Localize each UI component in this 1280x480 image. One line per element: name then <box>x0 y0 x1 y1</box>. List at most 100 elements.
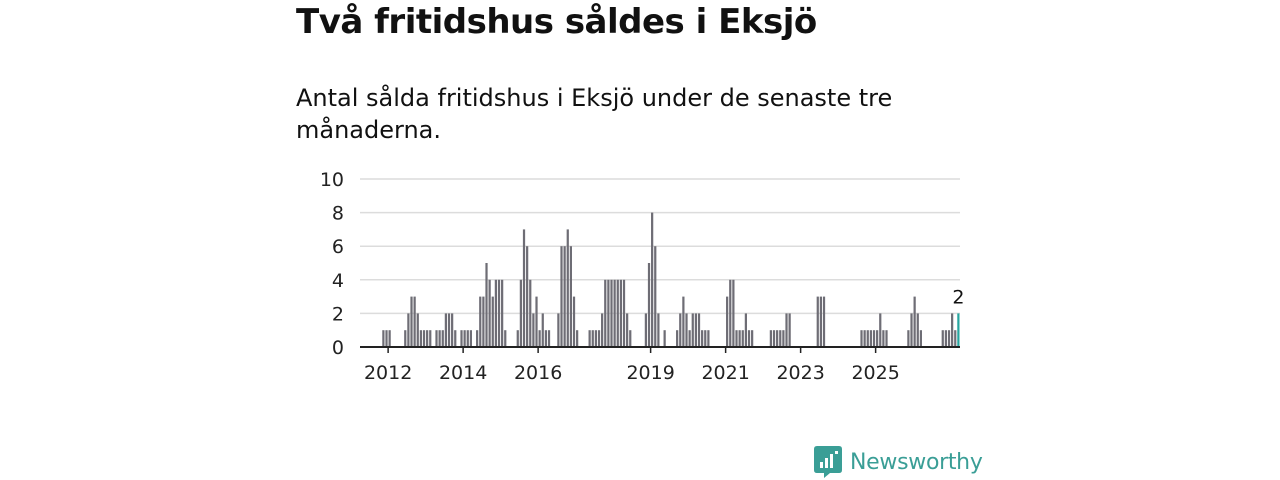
bar <box>732 279 735 347</box>
bar <box>497 279 501 347</box>
bar <box>941 330 944 347</box>
page-title: Två fritidshus såldes i Eksjö <box>296 2 817 42</box>
bar <box>947 330 951 347</box>
bar <box>601 313 604 347</box>
bar <box>919 330 922 347</box>
bar <box>388 330 391 347</box>
bar <box>751 330 754 347</box>
bar <box>413 296 416 347</box>
bar <box>654 246 657 347</box>
bar <box>519 279 522 347</box>
bar <box>419 330 422 347</box>
x-tick-label: 2012 <box>364 362 412 384</box>
bar <box>819 296 822 347</box>
bar <box>447 313 451 347</box>
bar <box>407 313 410 347</box>
bar <box>782 330 785 347</box>
bar <box>885 330 888 347</box>
bar <box>444 313 447 347</box>
bar <box>529 279 532 347</box>
bar <box>429 330 432 347</box>
bar <box>522 229 526 347</box>
bar <box>485 263 488 347</box>
bar <box>907 330 910 347</box>
bar <box>685 313 688 347</box>
bar <box>610 279 613 347</box>
bar <box>479 296 482 347</box>
bar <box>876 330 879 347</box>
bar <box>416 313 419 347</box>
bar <box>776 330 779 347</box>
bar <box>435 330 438 347</box>
bar <box>704 330 707 347</box>
bar <box>863 330 866 347</box>
x-tick-label: 2025 <box>851 362 899 384</box>
bar <box>944 330 947 347</box>
bar <box>644 313 647 347</box>
highlighted-bar <box>957 313 960 347</box>
bar <box>535 296 538 347</box>
bar <box>663 330 666 347</box>
bar <box>951 313 954 347</box>
bar <box>494 279 497 347</box>
bar <box>860 330 863 347</box>
x-tick-label: 2014 <box>439 362 487 384</box>
bar <box>822 296 826 347</box>
bar <box>557 313 560 347</box>
bar <box>916 313 919 347</box>
bar <box>866 330 869 347</box>
bar <box>488 279 491 347</box>
bar <box>954 330 957 347</box>
bar <box>647 263 651 347</box>
bar <box>572 296 576 347</box>
newsworthy-logo: Newsworthy <box>814 446 983 478</box>
bar <box>410 296 413 347</box>
bar <box>597 330 601 347</box>
bar <box>707 330 710 347</box>
bar <box>657 313 660 347</box>
bar <box>504 330 507 347</box>
bar <box>785 313 788 347</box>
bar <box>454 330 457 347</box>
bar <box>694 313 697 347</box>
bar <box>729 279 732 347</box>
data-label: 2 <box>952 286 964 308</box>
bar <box>501 279 504 347</box>
bar <box>747 330 751 347</box>
bar <box>476 330 479 347</box>
bar <box>744 313 747 347</box>
bar <box>426 330 429 347</box>
bar <box>469 330 472 347</box>
x-tick-label: 2016 <box>514 362 562 384</box>
bar <box>451 313 454 347</box>
bar <box>913 296 916 347</box>
bar <box>466 330 469 347</box>
bar <box>566 229 569 347</box>
bar <box>682 296 685 347</box>
bar <box>738 330 741 347</box>
bar <box>526 246 529 347</box>
bar <box>560 246 563 347</box>
bar <box>538 330 541 347</box>
bar <box>701 330 704 347</box>
bar <box>769 330 772 347</box>
bar <box>563 246 566 347</box>
bar <box>726 296 729 347</box>
x-tick-label: 2019 <box>626 362 674 384</box>
y-tick-label: 6 <box>332 236 344 258</box>
y-tick-label: 10 <box>320 169 344 191</box>
bar <box>482 296 485 347</box>
bar <box>613 279 616 347</box>
y-tick-label: 0 <box>332 337 344 359</box>
bar <box>441 330 444 347</box>
bar <box>576 330 579 347</box>
bar-chart-speech-bubble-icon <box>814 446 842 478</box>
bar <box>541 313 544 347</box>
bar <box>816 296 819 347</box>
bar <box>772 330 776 347</box>
bar <box>604 279 607 347</box>
bar <box>697 313 701 347</box>
bar <box>544 330 547 347</box>
x-tick-label: 2023 <box>776 362 824 384</box>
bar <box>404 330 407 347</box>
